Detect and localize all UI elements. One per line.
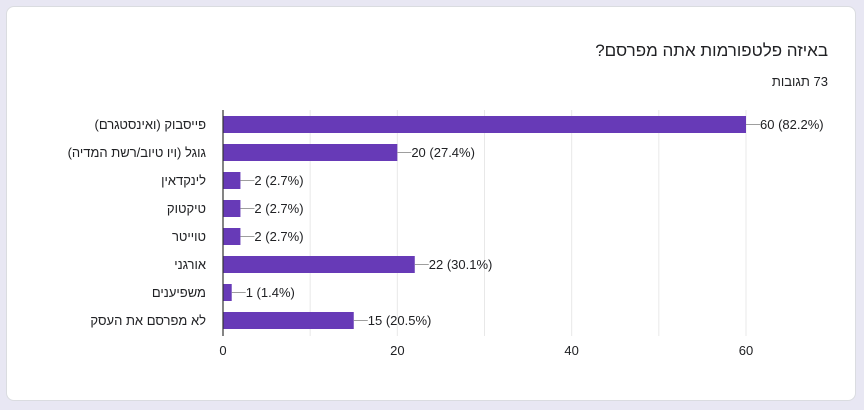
category-label: משפיענים	[152, 285, 206, 300]
bar	[223, 172, 241, 189]
bar	[223, 256, 415, 273]
x-tick-label: 60	[739, 343, 753, 358]
x-tick-label: 40	[564, 343, 578, 358]
x-tick-label: 0	[219, 343, 226, 358]
chart-card: באיזה פלטפורמות אתה מפרסם? 73 תגובות	[6, 6, 856, 401]
data-label: 22 (30.1%)	[429, 257, 493, 272]
data-label: 2 (2.7%)	[254, 201, 303, 216]
bar	[223, 284, 232, 301]
category-label: לא מפרסם את העסק	[90, 313, 206, 328]
data-label: 20 (27.4%)	[411, 145, 475, 160]
response-count: 73 תגובות	[771, 74, 828, 89]
bar	[223, 144, 398, 161]
bar	[223, 116, 746, 133]
category-label: (גוגל (ויו טיוב/רשת המדיה	[68, 145, 207, 160]
category-label: אורגני	[174, 257, 206, 272]
bar	[223, 200, 241, 217]
data-label: 1 (1.4%)	[246, 285, 295, 300]
data-label: 2 (2.7%)	[254, 229, 303, 244]
category-label: לינקדאין	[161, 173, 206, 188]
bar	[223, 228, 241, 245]
data-label: 60 (82.2%)	[760, 117, 824, 132]
category-label: טיקטוק	[167, 201, 206, 216]
x-tick-label: 20	[390, 343, 404, 358]
question-title: באיזה פלטפורמות אתה מפרסם?	[595, 41, 828, 60]
data-label: 15 (20.5%)	[368, 313, 432, 328]
category-label: טוייטר	[172, 229, 206, 244]
bar	[223, 312, 354, 329]
category-label: (פייסבוק (ואינסטגרם	[94, 117, 206, 132]
data-label: 2 (2.7%)	[254, 173, 303, 188]
